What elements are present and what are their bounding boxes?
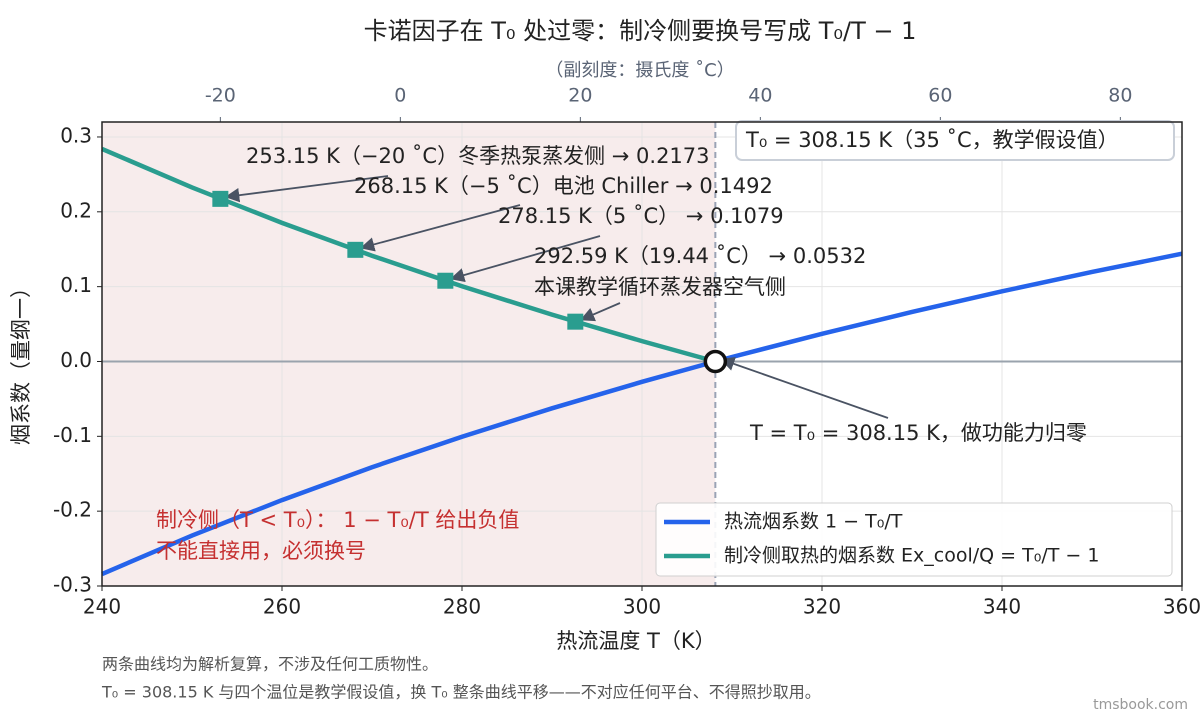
watermark: tmsbook.com <box>1093 697 1188 713</box>
x2-tick-label: 0 <box>394 85 406 107</box>
y-tick-label: -0.2 <box>53 498 92 522</box>
annotation-arrow <box>719 356 889 419</box>
note: 两条曲线均为解析复算，不涉及任何工质物性。 <box>102 655 438 674</box>
info-box <box>735 120 1175 161</box>
cooling-region <box>102 122 716 586</box>
legend-label: 制冷侧取热的烟系数 Ex_cool/Q = T₀/T − 1 <box>724 545 1099 567</box>
annotation-text: 278.15 K（5 ˚C） → 0.1079 <box>498 204 784 228</box>
annotation-arrow <box>579 302 621 322</box>
annotation-text: 268.15 K（−5 ˚C）电池 Chiller → 0.1492 <box>354 174 773 198</box>
annotation-arrow <box>224 175 389 203</box>
x2-tick-label: 20 <box>568 85 592 107</box>
annotation-text: 253.15 K（−20 ˚C）冬季热泵蒸发侧 → 0.2173 <box>246 144 710 168</box>
y-tick-label: 0.2 <box>60 198 92 222</box>
data-marker <box>347 241 364 258</box>
legend-label: 热流烟系数 1 − T₀/T <box>724 511 903 533</box>
annotation-arrow <box>359 204 521 252</box>
x-tick-label: 240 <box>83 595 121 619</box>
y-tick-label: 0.3 <box>60 123 92 147</box>
region-note: 不能直接用，必须换号 <box>156 539 366 563</box>
y-tick-label: -0.3 <box>53 573 92 597</box>
annotation-text: 本课教学循环蒸发器空气侧 <box>534 275 786 299</box>
x-tick-label: 320 <box>803 595 841 619</box>
data-marker <box>567 313 584 330</box>
x-tick-label: 340 <box>983 595 1021 619</box>
x-axis-label: 热流温度 T（K） <box>556 629 715 653</box>
data-marker <box>212 190 229 207</box>
plot-frame <box>101 121 1183 587</box>
annotation-text: 292.59 K（19.44 ˚C） → 0.0532 <box>534 244 866 268</box>
annotation-arrow <box>449 235 601 283</box>
region-note: 制冷侧（T < T₀）： 1 − T₀/T 给出负值 <box>156 508 519 532</box>
y-tick-label: 0.1 <box>60 273 92 297</box>
y-axis-label: 烟系数（量纲一） <box>9 277 33 445</box>
x2-axis-label: （副刻度：摄氏度 ˚C） <box>545 60 734 81</box>
reference-point <box>703 349 728 374</box>
info-box-text: T₀ = 308.15 K（35 ˚C，教学假设值） <box>745 128 1119 152</box>
x2-tick-label: 80 <box>1108 85 1132 107</box>
series-line <box>101 146 716 364</box>
chart-title: 卡诺因子在 T₀ 处过零：制冷侧要换号写成 T₀/T − 1 <box>364 17 917 45</box>
x2-tick-label: 40 <box>748 85 772 107</box>
legend-box <box>655 502 1173 577</box>
series-line <box>101 251 1183 577</box>
x-tick-label: 260 <box>263 595 301 619</box>
annotation-text: T = T₀ = 308.15 K，做功能力归零 <box>749 421 1087 445</box>
x-tick-label: 280 <box>443 595 481 619</box>
x2-tick-label: 60 <box>928 85 952 107</box>
data-marker <box>437 272 454 289</box>
note: T₀ = 308.15 K 与四个温位是教学假设值，换 T₀ 整条曲线平移——不… <box>101 683 821 702</box>
x-tick-label: 360 <box>1163 595 1200 619</box>
y-tick-label: 0.0 <box>60 348 92 372</box>
x2-tick-label: -20 <box>205 85 236 107</box>
y-tick-label: -0.1 <box>53 423 92 447</box>
x-tick-label: 300 <box>623 595 661 619</box>
